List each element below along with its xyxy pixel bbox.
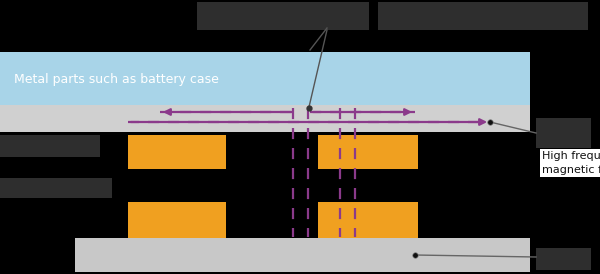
Text: High frequency
magnetic flux: High frequency magnetic flux (542, 152, 600, 175)
Bar (0, 132, 530, 178)
Bar (378, 2, 588, 30)
Bar (197, 2, 369, 30)
Bar (318, 135, 418, 169)
Bar (0, 178, 112, 198)
Bar (536, 118, 591, 148)
Bar (0, 52, 530, 105)
Text: Metal parts such as battery case: Metal parts such as battery case (14, 73, 219, 85)
Bar (128, 202, 226, 238)
Bar (418, 202, 530, 238)
Bar (0, 135, 100, 157)
Bar (0, 202, 128, 238)
Bar (536, 248, 591, 270)
Bar (318, 202, 418, 238)
Bar (75, 238, 530, 272)
Bar (0, 105, 530, 132)
Bar (128, 135, 226, 169)
Bar (0, 178, 530, 202)
Bar (0, 30, 600, 52)
Bar (226, 202, 318, 238)
